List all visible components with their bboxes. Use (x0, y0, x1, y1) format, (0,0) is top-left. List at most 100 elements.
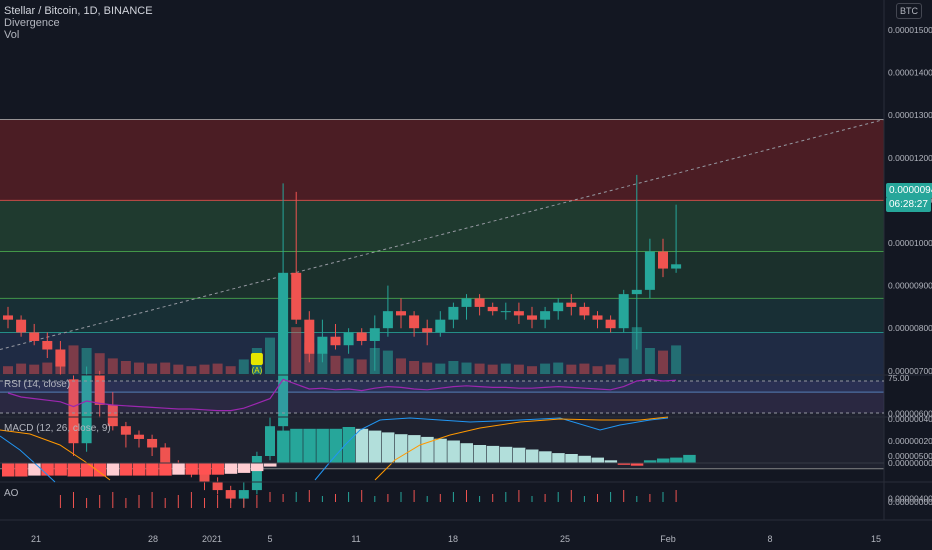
candle-body (29, 332, 40, 341)
candle-body (422, 328, 433, 333)
signal-line-left (0, 429, 111, 481)
macd-histogram-bar (237, 463, 251, 473)
x-tick-label: 8 (767, 534, 772, 544)
macd-histogram-bar (473, 445, 487, 463)
volume-bar (81, 348, 92, 374)
volume-bar (212, 363, 223, 374)
macd-histogram-bar (28, 463, 41, 476)
volume-bar (265, 337, 275, 374)
volume-bar (500, 363, 511, 374)
macd-histogram-bar (670, 457, 683, 463)
candle-body (382, 311, 393, 329)
macd-histogram-bar (368, 430, 382, 463)
volume-indicator-label[interactable]: Vol (4, 29, 20, 41)
candle-body (605, 319, 616, 329)
macd-histogram-bar (355, 428, 369, 463)
macd-histogram-bar (408, 435, 421, 463)
macd-histogram-bar (80, 463, 94, 477)
macd-line-left (0, 435, 56, 483)
candle-body (487, 306, 498, 312)
x-tick-label: 15 (871, 534, 881, 544)
candle-body (265, 426, 275, 456)
y-tick-label: 0.00000800 (888, 323, 932, 333)
candle-body (251, 456, 262, 491)
macd-histogram-bar (146, 463, 159, 476)
macd-histogram-bar (630, 463, 644, 466)
candle-body (435, 319, 446, 333)
macd-histogram-bar (526, 449, 539, 463)
macd-histogram-bar (486, 445, 500, 463)
candle-body (330, 336, 341, 346)
candle-body (304, 319, 315, 354)
currency-badge[interactable]: BTC (896, 3, 922, 19)
volume-bar (186, 366, 197, 374)
volume-bar (671, 345, 682, 374)
candle-body (461, 298, 472, 307)
volume-bar (317, 353, 328, 374)
macd-histogram-bar (565, 454, 578, 463)
candle-body (448, 306, 459, 320)
x-tick-label: 28 (148, 534, 158, 544)
volume-bar (474, 363, 485, 374)
macd-histogram-bar (250, 463, 264, 472)
x-tick-label: 21 (31, 534, 41, 544)
volume-bar (147, 363, 158, 374)
divergence-indicator-label[interactable]: Divergence (4, 17, 60, 29)
candle-body (42, 340, 53, 350)
macd-histogram-bar (185, 463, 198, 475)
macd-histogram-bar (211, 463, 225, 475)
ao-title[interactable]: AO (4, 488, 19, 499)
volume-bar (644, 348, 655, 374)
rsi-title[interactable]: RSI (14, close) (4, 379, 71, 390)
y-tick-label: 0.00001000 (888, 238, 932, 248)
macd-histogram-bar (106, 463, 120, 476)
volume-bar (291, 327, 302, 374)
candle-body (343, 332, 354, 346)
y-tick-label: 0.00001500 (888, 25, 932, 35)
y-tick-label: 0.00000900 (888, 281, 932, 291)
ao-tick-label: 0.00000000 (888, 497, 932, 507)
x-tick-label: Feb (660, 534, 676, 544)
candle-body (278, 272, 289, 427)
candle-body (579, 306, 590, 316)
y-axis-background (884, 0, 932, 550)
candle-body (671, 264, 682, 269)
x-tick-label: 25 (560, 534, 570, 544)
x-tick-label: 11 (351, 534, 360, 544)
macd-histogram-bar (657, 458, 670, 463)
x-tick-label: 5 (267, 534, 272, 544)
candle-body (500, 311, 511, 313)
macd-histogram-bar (381, 432, 395, 463)
macd-histogram-bar (604, 460, 618, 463)
candle-body (356, 332, 367, 341)
candle-body (212, 481, 223, 491)
volume-bar (42, 362, 53, 374)
volume-bar (160, 362, 171, 374)
macd-title[interactable]: MACD (12, 26, close, 9) (4, 423, 111, 434)
macd-histogram-bar (643, 460, 657, 463)
candle-body (631, 289, 642, 295)
macd-histogram-bar (277, 430, 290, 463)
macd-histogram-bar (15, 463, 28, 477)
macd-histogram-bar (93, 463, 107, 477)
candle-body (658, 251, 668, 269)
rsi-band (0, 381, 884, 413)
candle-body (120, 426, 131, 435)
macd-histogram-bar (41, 463, 54, 476)
macd-histogram-bar (303, 428, 316, 463)
candle-body (147, 438, 158, 448)
candle-body (566, 302, 577, 307)
y-tick-label: 0.00001200 (888, 153, 932, 163)
countdown-badge: 06:28:27 (886, 197, 931, 212)
volume-bar (225, 366, 236, 374)
rsi-tick-label: 75.00 (888, 373, 910, 383)
symbol-title[interactable]: Stellar / Bitcoin, 1D, BINANCE (4, 5, 153, 17)
volume-bar (631, 327, 642, 374)
macd-histogram-bar (552, 453, 565, 463)
volume-bar (513, 364, 524, 374)
candle-body (618, 294, 629, 329)
volume-bar (68, 345, 79, 374)
volume-bar (396, 358, 406, 374)
fib-zone (0, 119, 884, 201)
